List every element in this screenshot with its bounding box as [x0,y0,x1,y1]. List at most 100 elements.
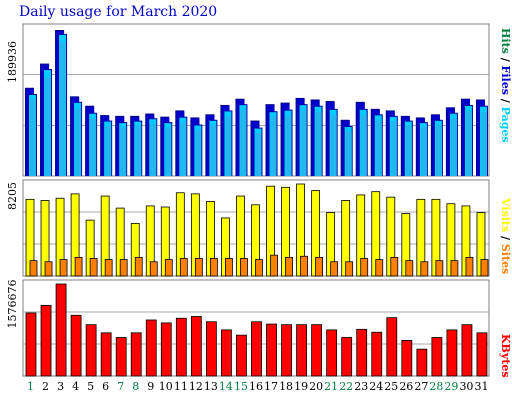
bar-kbytes [341,337,353,377]
x-tick-label: 30 [459,380,473,393]
bar-pages [255,132,262,176]
bar-kbytes [205,321,217,377]
x-tick-label: 31 [474,380,488,393]
x-tick-label: 27 [414,380,428,393]
bar-kbytes [115,337,127,377]
bar-sites [480,259,489,277]
bar-pages [45,77,52,176]
bar-sites [29,260,38,277]
bar-pages [225,116,232,176]
bar-pages [300,110,307,176]
bar-kbytes [40,304,52,377]
x-tick-label: 14 [219,380,233,393]
x-tick-label: 16 [249,380,263,393]
bar-kbytes [476,332,488,377]
bar-pages [240,110,247,176]
legend-item: Pages [499,107,512,143]
bar-sites [149,261,158,277]
bar-pages [405,125,412,176]
bar-sites [435,260,444,277]
bar-sites [44,261,53,277]
bar-pages [315,111,322,176]
y-max-label-usage: 189936 [6,41,19,83]
bar-kbytes [70,314,82,377]
x-tick-label: 21 [324,380,338,393]
x-tick-label: 29 [444,380,458,393]
bar-sites [240,258,248,277]
bar-kbytes [296,324,307,377]
bar-pages [210,125,217,176]
legend-item: / [499,95,512,107]
x-tick-label: 1 [27,380,34,393]
x-tick-label: 10 [159,380,173,393]
bar-kbytes [386,317,398,377]
legend-item: KBytes [499,334,512,378]
y-max-label-kbytes: 1576676 [6,280,19,329]
bar-pages [285,115,292,176]
bar-pages [420,127,427,176]
bar-kbytes [251,321,262,377]
bar-pages [150,123,157,176]
x-tick-label: 5 [87,380,94,393]
bar-kbytes [100,332,112,377]
x-tick-label: 25 [384,380,398,393]
bar-pages [90,118,97,176]
bar-kbytes [416,348,428,377]
bar-pages [120,127,127,176]
bar-kbytes [446,329,458,377]
bar-sites [390,256,399,277]
x-tick-label: 15 [234,380,248,393]
legend-kbytes: KBytes [499,334,512,378]
x-tick-label: 20 [309,380,323,393]
bar-sites [450,260,459,277]
bar-sites [74,256,83,277]
bar-sites [119,259,128,277]
bar-sites [285,256,293,277]
bar-pages [465,111,472,176]
bar-kbytes [175,317,187,377]
bar-pages [375,120,382,176]
bar-sites [420,261,429,277]
x-tick-label: 23 [354,380,368,393]
y-max-label-visits: 8205 [6,182,19,210]
bar-sites [345,261,354,277]
legend-item: / [499,232,512,244]
bar-kbytes [326,329,338,377]
x-tick-label: 4 [72,380,79,393]
bar-sites [375,259,384,277]
bar-pages [135,125,142,176]
bar-pages [180,122,187,176]
bar-sites [465,256,474,277]
bar-kbytes [85,324,97,377]
x-tick-label: 11 [174,380,188,393]
x-tick-label: 18 [279,380,293,393]
x-tick-label: 26 [399,380,413,393]
bar-sites [134,256,143,277]
bar-kbytes [190,316,202,377]
bar-kbytes [130,332,142,377]
bar-pages [270,116,277,176]
bar-sites [360,258,369,277]
x-tick-label: 12 [189,380,203,393]
x-tick-label: 9 [147,380,154,393]
bar-pages [165,127,172,176]
legend-visits: Visits / Sites [499,197,512,274]
bar-pages [330,114,337,176]
bar-sites [255,259,263,277]
bar-sites [179,258,188,277]
x-tick-label: 3 [57,380,64,393]
bar-pages [345,131,352,176]
x-tick-label: 6 [102,380,109,393]
bar-sites [194,258,203,277]
bar-pages [60,41,67,177]
legend-item: Hits [499,28,512,54]
bar-sites [225,258,233,277]
bar-sites [89,258,98,277]
bar-sites [209,258,218,277]
bar-kbytes [236,334,247,377]
x-tick-label: 17 [264,380,278,393]
bar-kbytes [401,340,413,377]
bar-kbytes [55,283,67,377]
x-tick-label: 19 [294,380,308,393]
